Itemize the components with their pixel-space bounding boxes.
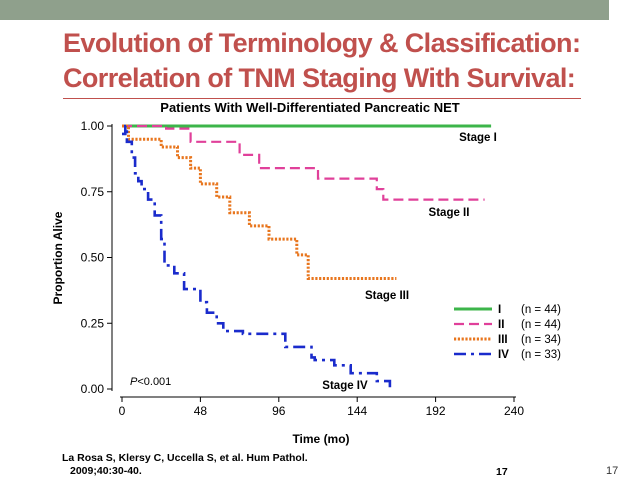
corner-decoration xyxy=(609,0,638,26)
slide-title-line-2: Correlation of TNM Staging With Survival… xyxy=(63,63,576,93)
citation-line-1: La Rosa S, Klersy C, Uccella S, et al. H… xyxy=(62,452,308,464)
x-tick-label: 144 xyxy=(347,404,367,418)
citation-line-2: 2009;40:30-40. xyxy=(70,465,142,477)
x-tick-label: 192 xyxy=(426,404,446,418)
legend-count-stage-i: (n = 44) xyxy=(521,304,561,316)
curve-label-stage-iv: Stage IV xyxy=(322,380,368,392)
y-tick-label: 0.75 xyxy=(81,185,105,199)
chart-title: Patients With Well-Differentiated Pancre… xyxy=(160,100,459,115)
series-line-stage-iii xyxy=(122,124,397,280)
axes: 0.00 0.25 0.50 0.75 1.00 0 48 96 144 192 240 xyxy=(81,119,525,418)
x-axis-label: Time (mo) xyxy=(292,432,349,446)
slide-title: Evolution of Terminology & Classificatio… xyxy=(63,26,623,96)
legend-name-stage-iv: IV xyxy=(498,349,509,361)
y-axis-label: Proportion Alive xyxy=(51,211,65,304)
series-line-stage-ii xyxy=(122,124,485,201)
legend-name-stage-iii: III xyxy=(498,334,508,346)
y-tick-label: 0.25 xyxy=(81,316,105,330)
slide-number-inner: 17 xyxy=(496,466,508,478)
curve-label-stage-i: Stage I xyxy=(459,132,497,144)
y-tick-label: 0.50 xyxy=(81,251,105,265)
p-value-annotation: P<0.001 xyxy=(130,376,171,388)
x-tick-label: 240 xyxy=(504,404,524,418)
legend-name-stage-ii: II xyxy=(498,319,504,331)
series-line-stage-iv xyxy=(122,124,392,389)
slide-title-line-1: Evolution of Terminology & Classificatio… xyxy=(63,28,581,58)
curve-labels: Stage I Stage II Stage III Stage IV xyxy=(322,132,497,392)
legend: I (n = 44) II (n = 44) III (n = 34) IV (n = 33) xyxy=(454,304,561,361)
citation: La Rosa S, Klersy C, Uccella S, et al. H… xyxy=(62,452,308,478)
legend-count-stage-ii: (n = 44) xyxy=(521,319,561,331)
y-tick-label: 1.00 xyxy=(81,119,105,133)
x-tick-label: 0 xyxy=(119,404,126,418)
curve-label-stage-ii: Stage II xyxy=(429,207,470,219)
legend-count-stage-iii: (n = 34) xyxy=(521,334,561,346)
slide-number: 17 xyxy=(606,465,619,477)
series-layer xyxy=(122,124,492,389)
legend-name-stage-i: I xyxy=(498,304,501,316)
x-tick-label: 48 xyxy=(194,404,208,418)
title-underline xyxy=(63,98,581,99)
legend-count-stage-iv: (n = 33) xyxy=(521,349,561,361)
curve-label-stage-iii: Stage III xyxy=(365,290,409,302)
y-tick-label: 0.00 xyxy=(81,382,105,396)
x-tick-label: 96 xyxy=(272,404,286,418)
header-band xyxy=(0,0,638,20)
